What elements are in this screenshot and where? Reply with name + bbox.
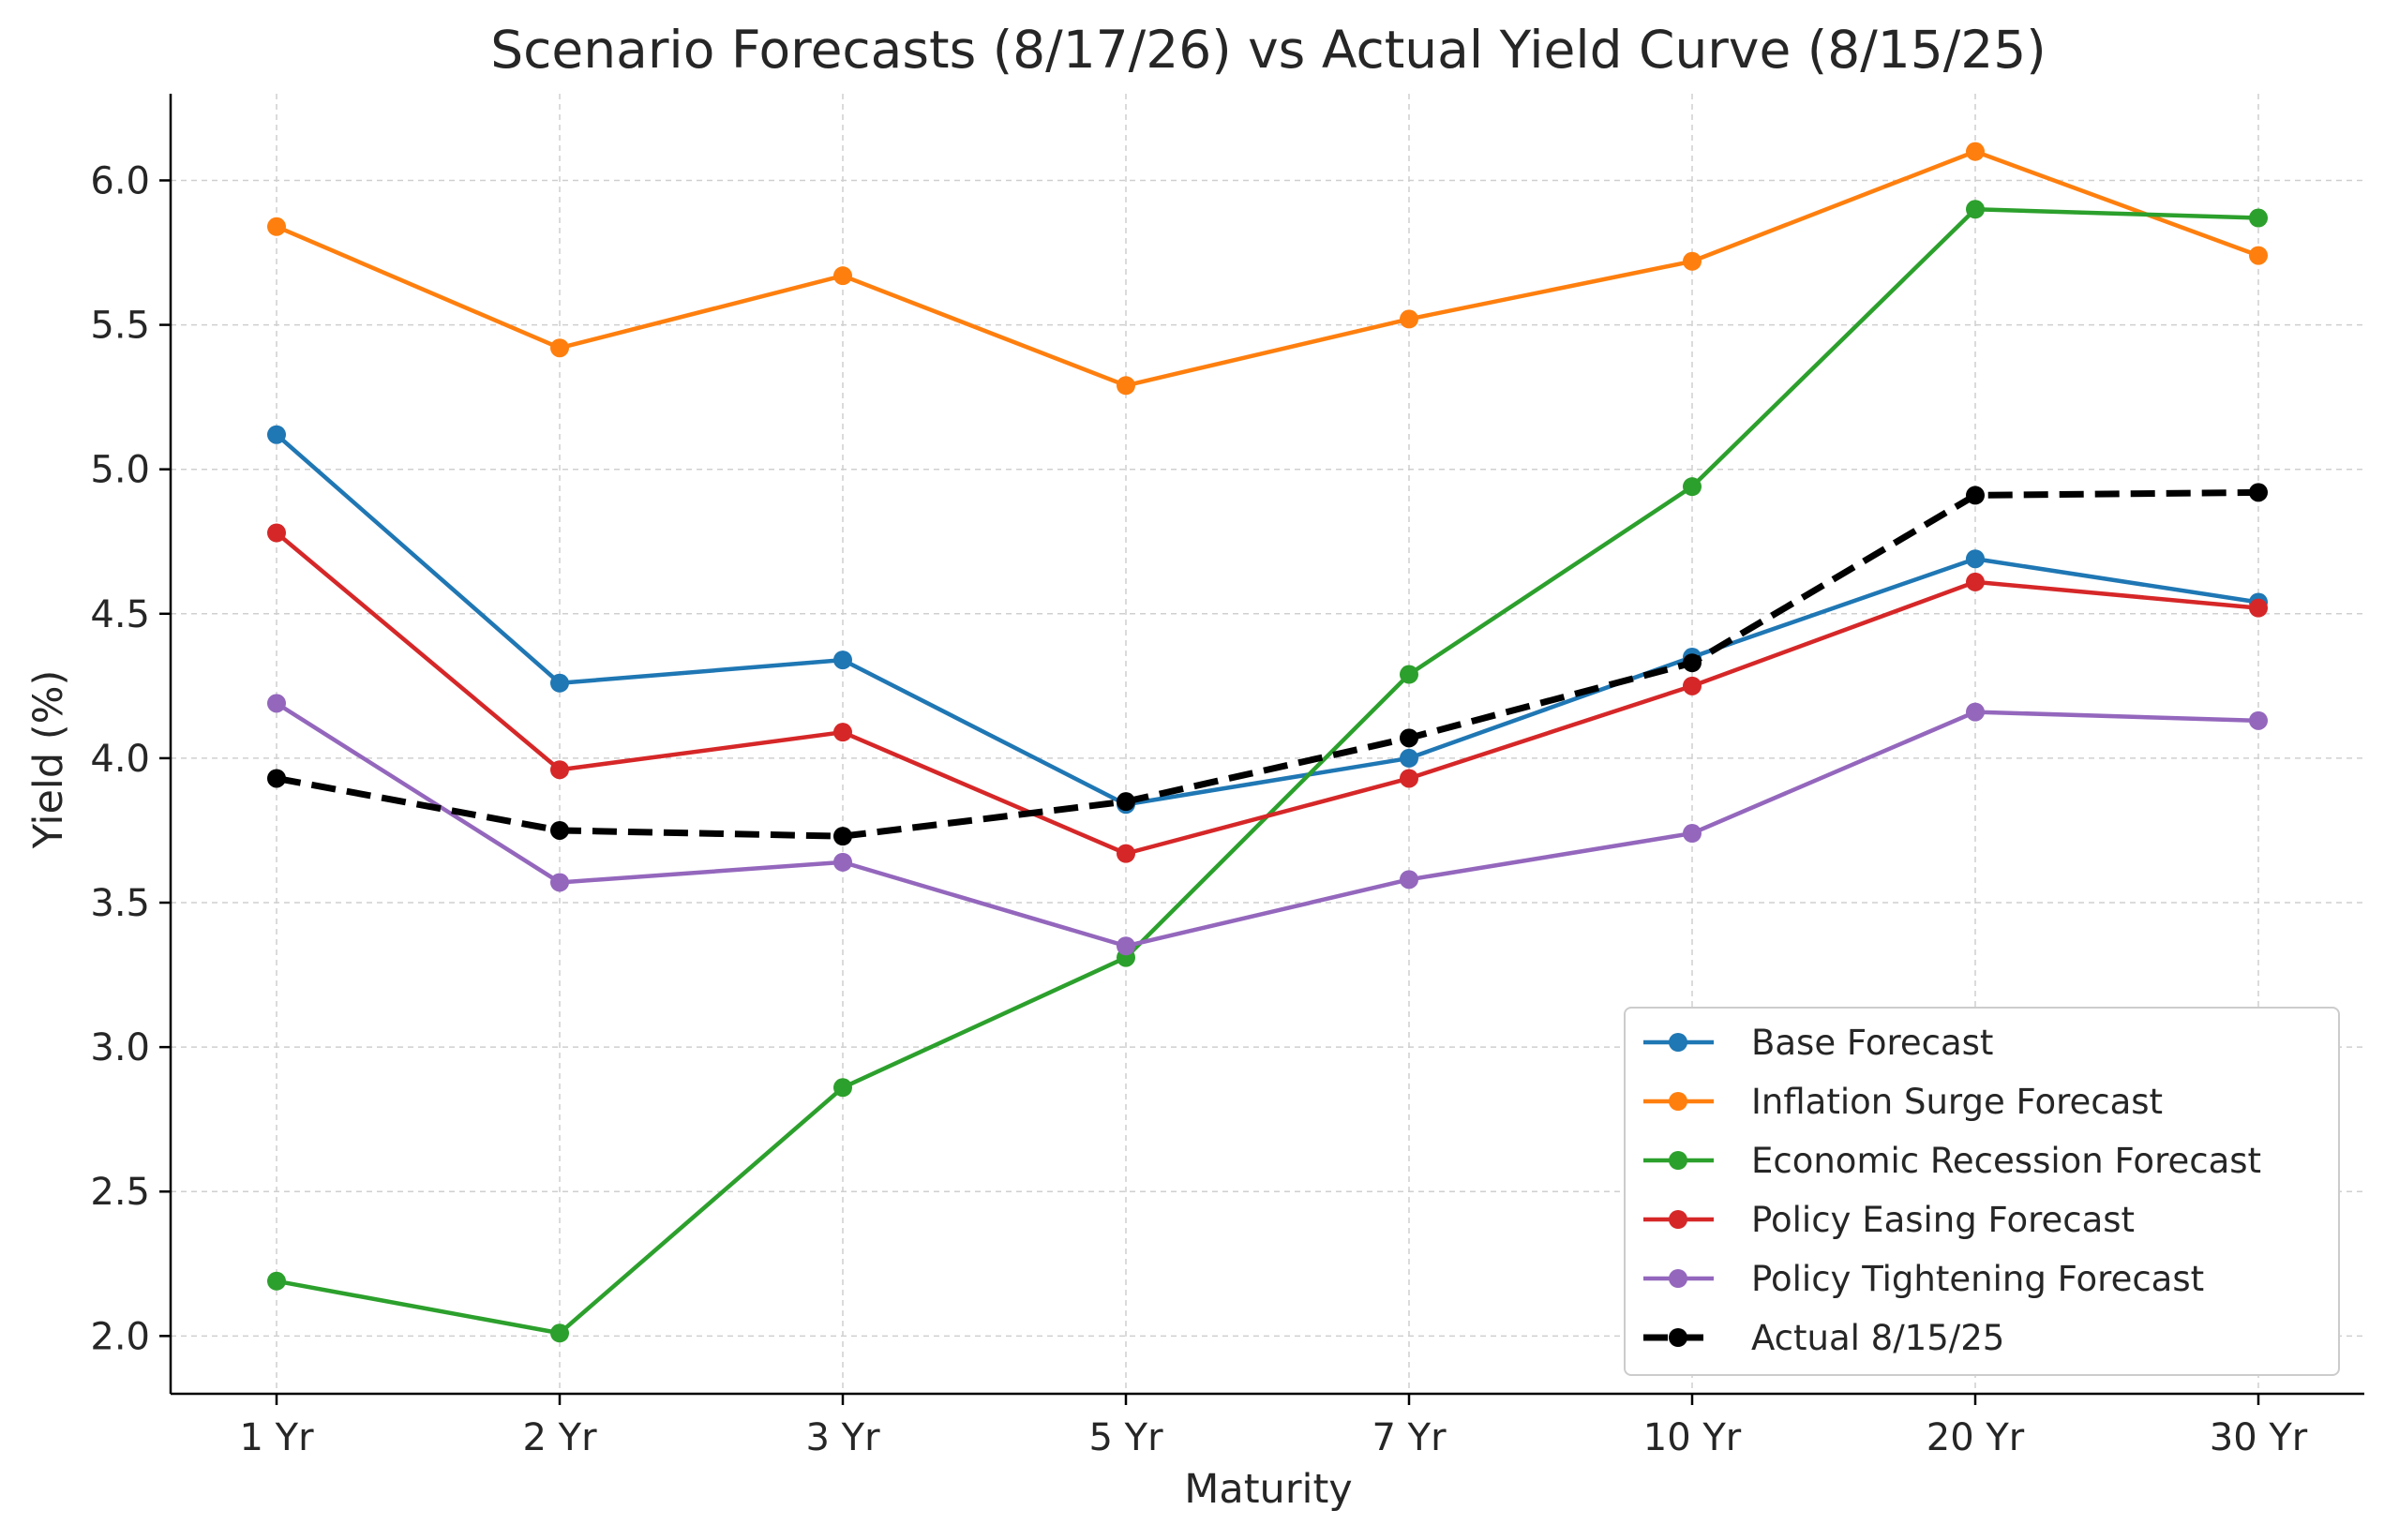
legend-marker <box>1669 1269 1687 1288</box>
legend-label: Actual 8/15/25 <box>1751 1318 2004 1358</box>
legend-marker <box>1669 1210 1687 1229</box>
data-point <box>1683 653 1702 673</box>
data-point <box>833 852 852 872</box>
data-point <box>1400 870 1418 890</box>
data-point <box>1683 477 1702 497</box>
legend-item: Base Forecast <box>1643 1023 1993 1063</box>
legend-label: Policy Tightening Forecast <box>1751 1259 2204 1299</box>
data-point <box>833 723 852 742</box>
data-point <box>1400 309 1418 329</box>
legend: Base Forecast Inflation Surge Forecast Eco… <box>1624 1007 2340 1376</box>
data-point <box>2249 208 2268 228</box>
x-tick-label: 7 Yr <box>1372 1416 1447 1459</box>
data-point <box>1683 676 1702 695</box>
legend-marker <box>1669 1092 1687 1111</box>
x-tick-label: 1 Yr <box>239 1416 314 1459</box>
y-tick-label: 4.0 <box>90 738 150 781</box>
data-point <box>833 1078 852 1098</box>
x-tick-label: 10 Yr <box>1643 1416 1742 1459</box>
x-tick-label: 5 Yr <box>1088 1416 1163 1459</box>
series-line <box>275 531 2259 856</box>
data-point <box>267 769 286 788</box>
y-tick-label: 5.5 <box>90 305 150 348</box>
data-point <box>1683 824 1702 844</box>
series-line <box>275 433 2259 807</box>
data-point <box>833 827 852 846</box>
series-lines <box>267 142 2268 1343</box>
series-3 <box>267 523 2268 863</box>
data-point <box>1117 844 1135 863</box>
x-tick-label: 30 Yr <box>2210 1416 2308 1459</box>
x-tick-label: 2 Yr <box>522 1416 597 1459</box>
legend-item: Actual 8/15/25 <box>1643 1318 2004 1358</box>
data-point <box>1400 728 1418 748</box>
data-point <box>267 523 286 543</box>
data-point <box>1117 792 1135 812</box>
data-point <box>550 1323 569 1343</box>
y-tick-label: 6.0 <box>90 159 150 202</box>
data-point <box>550 673 569 693</box>
data-point <box>1117 376 1135 396</box>
legend-box <box>1624 1007 2340 1376</box>
series-line <box>276 149 2259 388</box>
data-point <box>1966 549 1985 569</box>
data-point <box>1966 142 1985 161</box>
y-tick-label: 4.5 <box>90 593 150 636</box>
y-tick-label: 2.0 <box>90 1315 150 1358</box>
data-point <box>1966 200 1985 219</box>
data-point <box>1400 769 1418 788</box>
x-axis-label: Maturity <box>1184 1466 1353 1513</box>
series-1 <box>267 142 2268 396</box>
data-point <box>1966 486 1985 505</box>
y-tick-label: 3.5 <box>90 882 150 925</box>
legend-label: Policy Easing Forecast <box>1751 1200 2135 1240</box>
series-0 <box>267 425 2268 815</box>
x-tick-label: 20 Yr <box>1927 1416 2025 1459</box>
legend-marker <box>1669 1151 1687 1170</box>
series-line <box>276 488 2259 840</box>
y-tick-label: 3.0 <box>90 1026 150 1069</box>
data-point <box>1966 572 1985 591</box>
series-line <box>275 701 2259 949</box>
series-5 <box>267 483 2268 846</box>
data-point <box>267 694 286 713</box>
legend-item: Economic Recession Forecast <box>1643 1141 2261 1181</box>
data-point <box>2249 598 2268 618</box>
data-point <box>267 1271 286 1291</box>
data-point <box>1400 748 1418 768</box>
data-point <box>267 217 286 236</box>
data-point <box>550 338 569 358</box>
legend-item: Inflation Surge Forecast <box>1643 1082 2163 1122</box>
data-point <box>833 266 852 286</box>
data-point <box>267 425 286 444</box>
data-point <box>2249 246 2268 265</box>
x-tick-label: 3 Yr <box>805 1416 880 1459</box>
axes: 1 Yr 2 Yr 3 Yr 5 Yr 7 Yr 10 Yr 20 Yr 30 Yr 2.0 2.… <box>90 94 2364 1459</box>
legend-item: Policy Easing Forecast <box>1643 1200 2135 1240</box>
data-point <box>550 760 569 780</box>
legend-label: Inflation Surge Forecast <box>1751 1082 2163 1122</box>
data-point <box>550 873 569 892</box>
legend-item: Policy Tightening Forecast <box>1643 1259 2204 1299</box>
y-tick-label: 5.0 <box>90 449 150 492</box>
chart-title: Scenario Forecasts (8/17/26) vs Actual Y… <box>490 20 2046 80</box>
data-point <box>1966 702 1985 722</box>
data-point <box>833 650 852 670</box>
legend-label: Economic Recession Forecast <box>1751 1141 2261 1181</box>
legend-marker <box>1669 1328 1687 1347</box>
data-point <box>2249 483 2268 502</box>
series-4 <box>267 694 2268 956</box>
y-tick-label: 2.5 <box>90 1171 150 1214</box>
y-axis-label: Yield (%) <box>25 670 72 849</box>
data-point <box>1117 936 1135 956</box>
data-point <box>550 820 569 840</box>
legend-marker <box>1669 1033 1687 1052</box>
data-point <box>1400 665 1418 684</box>
legend-label: Base Forecast <box>1751 1023 1993 1063</box>
data-point <box>2249 710 2268 730</box>
grid-lines <box>171 94 2364 1394</box>
data-point <box>1683 251 1702 271</box>
